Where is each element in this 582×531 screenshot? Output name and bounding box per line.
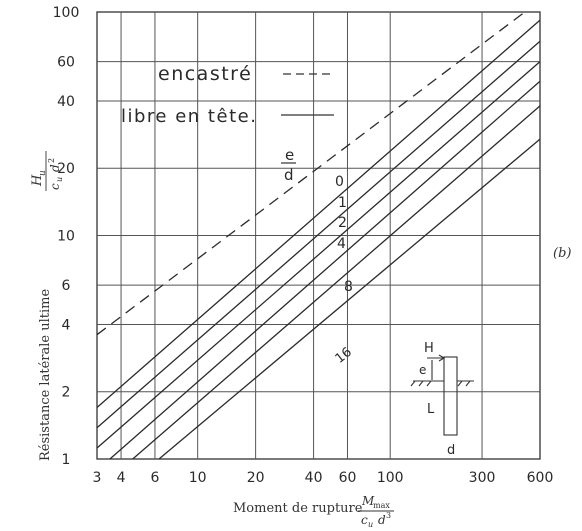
legend-label-libre: libre en tête. — [121, 106, 257, 127]
x-axis-label-den: c — [361, 513, 368, 527]
x-tick-label-60: 60 — [339, 470, 357, 486]
curve-label-0: 0 — [335, 174, 344, 190]
series-line-8 — [132, 105, 541, 460]
series-line-4 — [109, 80, 541, 460]
curve-label-1: 1 — [338, 195, 347, 211]
y-axis-label-num-sub: u — [38, 170, 48, 176]
legend: encastré libre en tête. — [121, 63, 334, 127]
y-tick-label-4: 4 — [62, 317, 71, 333]
series-line-2 — [96, 61, 541, 449]
y-tick-label-20: 20 — [57, 161, 75, 177]
inset-ground-hatch-3 — [426, 380, 432, 387]
param-label-den: d — [284, 166, 294, 184]
x-tick-label-600: 600 — [527, 470, 554, 486]
curve-label-16: 16 — [333, 345, 355, 367]
inset-pile — [443, 356, 458, 436]
inset-d-label: d — [447, 443, 455, 458]
y-tick-label-1: 1 — [62, 452, 71, 468]
legend-label-encastre: encastré — [158, 63, 252, 85]
series-group — [96, 11, 541, 460]
x-tick-label-20: 20 — [247, 470, 265, 486]
x-tick-label-300: 300 — [469, 470, 496, 486]
x-axis-label-den-sub: u — [368, 520, 373, 529]
x-axis-label-den-exp: 3 — [386, 511, 391, 520]
series-line-1 — [96, 40, 541, 429]
y-tick-label-100: 100 — [53, 5, 80, 21]
inset-ground-hatch-4 — [457, 380, 463, 387]
inset-l-label: L — [427, 402, 435, 417]
y-tick-labels: 1 2 4 6 10 20 40 60 100 — [53, 5, 80, 468]
x-axis-label-text: Moment de rupture — [233, 501, 363, 516]
x-tick-labels: 3 4 6 10 20 40 60 100 300 600 — [93, 470, 554, 486]
x-tick-label-4: 4 — [117, 470, 126, 486]
y-tick-label-2: 2 — [62, 385, 71, 401]
x-axis-label: Moment de rupture M max c u d 3 — [233, 494, 394, 529]
x-tick-label-10: 10 — [189, 470, 207, 486]
x-axis-label-den-tail: d — [378, 513, 386, 527]
series-line-0 — [96, 19, 541, 408]
inset-arrow-head — [438, 354, 446, 362]
panel-label: (b) — [553, 246, 571, 261]
x-tick-label-40: 40 — [305, 470, 323, 486]
inset-ground-hatch-1 — [410, 380, 416, 387]
y-axis-label-den-tail: d — [48, 164, 62, 172]
x-axis-label-num: M — [361, 494, 375, 508]
y-tick-label-6: 6 — [62, 278, 71, 294]
pile-inset — [410, 354, 474, 436]
y-axis-label-den: c — [48, 183, 62, 190]
y-tick-label-10: 10 — [57, 229, 75, 245]
y-axis-label-num: H — [30, 174, 45, 187]
series-line-encastre — [96, 11, 526, 336]
inset-h-label: H — [424, 341, 434, 356]
x-tick-label-6: 6 — [150, 470, 159, 486]
x-axis-label-num-sub: max — [373, 501, 390, 510]
y-tick-label-60: 60 — [57, 55, 75, 71]
inset-ground-hatch-2 — [418, 380, 424, 387]
curve-label-2: 2 — [338, 215, 347, 231]
y-axis-label-text: Résistance latérale ultime — [38, 289, 53, 461]
series-line-16 — [158, 138, 541, 460]
y-tick-label-40: 40 — [57, 94, 75, 110]
curve-label-8: 8 — [344, 279, 353, 295]
y-axis-label-den-sub: u — [55, 177, 64, 182]
inset-ground-hatch-5 — [465, 380, 471, 387]
curve-labels: 0 1 2 4 8 16 — [333, 174, 355, 367]
curve-label-4: 4 — [337, 236, 346, 252]
param-label: e d — [281, 146, 296, 184]
y-axis-label-den-exp: 2 — [47, 158, 56, 163]
x-tick-label-3: 3 — [93, 470, 102, 486]
param-label-num: e — [285, 146, 294, 164]
y-axis-label: Résistance latérale ultime H u c u d 2 — [30, 151, 64, 461]
inset-e-label: e — [419, 363, 426, 377]
x-tick-label-100: 100 — [377, 470, 404, 486]
